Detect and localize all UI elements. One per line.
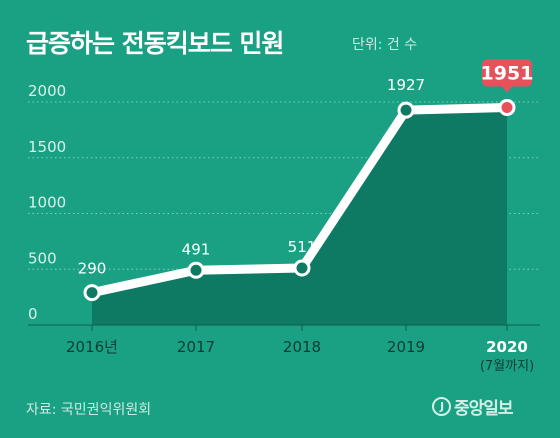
- x-tick-label: 2020: [486, 338, 528, 356]
- brand-mark-icon: J: [432, 397, 451, 416]
- area-fill: [92, 107, 507, 325]
- x-tick-note: (7월까지): [480, 359, 534, 374]
- data-point: [293, 259, 311, 277]
- x-tick-label: 2016년: [66, 338, 118, 356]
- data-point: [397, 101, 415, 119]
- brand-logo: J 중앙일보: [432, 394, 514, 419]
- data-points: [83, 98, 516, 302]
- y-tick-label: 500: [28, 249, 57, 267]
- data-label: 1951: [481, 62, 534, 84]
- unit-label: 단위: 건 수: [352, 37, 418, 53]
- x-tick-label: 2019: [387, 338, 425, 356]
- chart-title: 급증하는 전동킥보드 민원: [26, 29, 284, 58]
- y-tick-label: 0: [28, 305, 38, 323]
- data-point: [83, 284, 101, 302]
- x-tick-label: 2017: [177, 338, 215, 356]
- y-tick-label: 1500: [28, 138, 66, 156]
- highlight-badge: [482, 59, 532, 87]
- data-point: [498, 98, 516, 116]
- brand-name: 중앙일보: [454, 399, 514, 419]
- highlight-badge-pointer: [502, 86, 512, 93]
- y-axis-ticks: 0 500 1000 1500 2000: [28, 82, 66, 323]
- y-tick-label: 2000: [28, 82, 66, 100]
- data-label: 491: [182, 240, 211, 258]
- data-point: [187, 261, 205, 279]
- source-note: 자료: 국민권익위원회: [26, 402, 152, 418]
- x-tick-label: 2018: [283, 338, 321, 356]
- data-labels: 290 491 511 1927 1951: [78, 59, 534, 278]
- data-label: 1927: [387, 76, 425, 94]
- data-label: 290: [78, 260, 107, 278]
- x-axis-ticks: 2016년 2017 2018 2019 2020 (7월까지): [66, 325, 534, 374]
- data-label: 511: [288, 238, 317, 256]
- y-tick-label: 1000: [28, 194, 66, 212]
